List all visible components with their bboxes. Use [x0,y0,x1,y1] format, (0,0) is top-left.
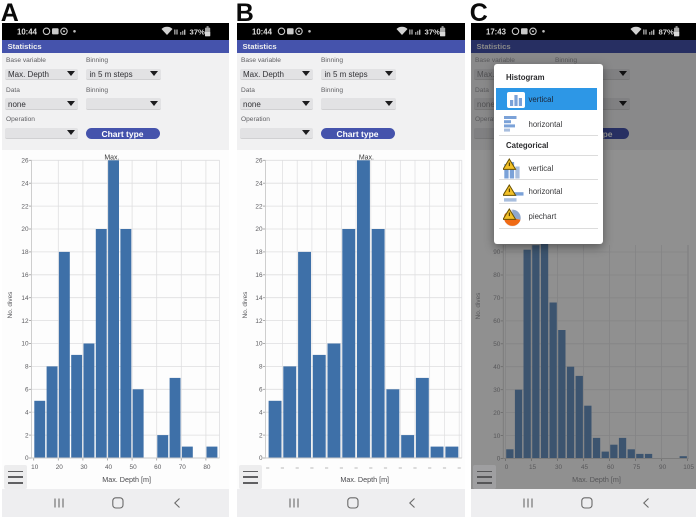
svg-text:50: 50 [130,464,138,471]
svg-text:0: 0 [497,456,501,463]
svg-text:37%: 37% [425,27,441,36]
svg-text:0: 0 [505,464,509,471]
svg-text:80: 80 [203,464,211,471]
svg-text:80: 80 [493,272,501,279]
svg-text:60: 60 [493,318,501,325]
svg-text:10: 10 [31,464,39,471]
svg-text:40: 40 [105,464,113,471]
svg-text:20: 20 [21,226,29,233]
svg-text:18: 18 [21,249,29,256]
svg-text:Max.: Max. [104,154,119,161]
svg-text:4: 4 [25,409,29,416]
svg-text:10: 10 [493,433,501,440]
svg-text:20: 20 [56,464,64,471]
svg-text:8: 8 [259,364,263,371]
svg-text:2: 2 [25,432,29,439]
svg-text:70: 70 [179,464,187,471]
svg-text:Max. Depth [m]: Max. Depth [m] [102,475,151,484]
svg-text:30: 30 [555,464,563,471]
svg-text:30: 30 [80,464,88,471]
svg-text:6: 6 [25,387,29,394]
svg-text:Max. Depth [m]: Max. Depth [m] [572,475,621,484]
svg-text:60: 60 [154,464,162,471]
svg-text:22: 22 [255,203,263,210]
svg-text:10:44: 10:44 [17,28,38,37]
svg-text:Max. Depth [m]: Max. Depth [m] [340,475,389,484]
svg-text:45: 45 [581,464,589,471]
svg-text:22: 22 [21,203,29,210]
svg-text:8: 8 [25,364,29,371]
svg-text:105: 105 [683,464,694,471]
svg-text:2: 2 [259,432,263,439]
svg-text:37%: 37% [190,27,206,36]
svg-text:87%: 87% [659,27,675,36]
svg-text:0: 0 [259,455,263,462]
svg-text:10: 10 [21,341,29,348]
svg-text:90: 90 [493,249,501,256]
svg-text:24: 24 [21,180,29,187]
svg-text:50: 50 [493,341,501,348]
svg-text:16: 16 [21,272,29,279]
svg-text:No. dives: No. dives [7,292,14,319]
svg-text:4: 4 [259,409,263,416]
svg-text:16: 16 [255,272,263,279]
svg-text:15: 15 [529,464,537,471]
svg-text:40: 40 [493,364,501,371]
svg-text:12: 12 [255,318,263,325]
svg-text:10:44: 10:44 [252,28,273,37]
svg-text:26: 26 [21,158,29,165]
svg-text:17:43: 17:43 [486,28,507,37]
svg-text:6: 6 [259,387,263,394]
svg-text:18: 18 [255,249,263,256]
svg-text:12: 12 [21,318,29,325]
svg-text:26: 26 [255,158,263,165]
svg-text:20: 20 [255,226,263,233]
svg-text:10: 10 [255,341,263,348]
svg-text:No. dives: No. dives [242,292,249,319]
svg-text:75: 75 [633,464,641,471]
svg-text:30: 30 [493,387,501,394]
svg-text:60: 60 [607,464,615,471]
svg-text:14: 14 [255,295,263,302]
svg-text:Max.: Max. [359,154,374,161]
svg-text:70: 70 [493,295,501,302]
svg-text:20: 20 [493,410,501,417]
svg-text:24: 24 [255,180,263,187]
svg-text:0: 0 [25,455,29,462]
svg-text:No. dives: No. dives [475,293,482,320]
svg-text:14: 14 [21,295,29,302]
svg-text:90: 90 [659,464,667,471]
